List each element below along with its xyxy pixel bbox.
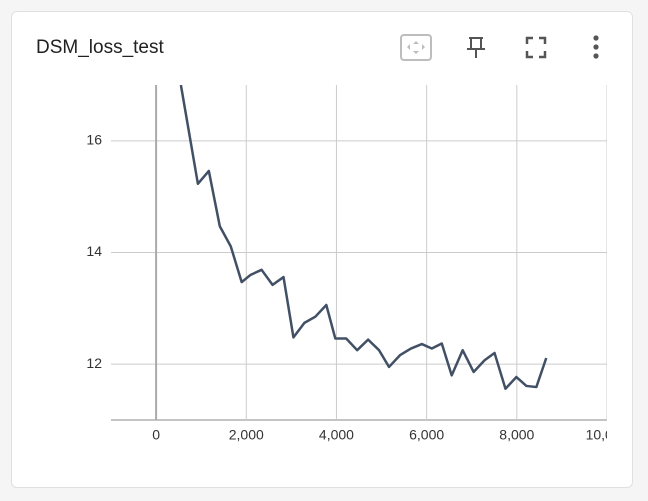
fit-domain-button[interactable] [400, 34, 432, 61]
pin-button[interactable] [467, 37, 485, 58]
series-line [179, 85, 548, 390]
y-tick-label: 14 [86, 243, 102, 259]
x-tick-label: 4,000 [319, 427, 354, 443]
fullscreen-button[interactable] [525, 36, 547, 59]
chart-card [11, 11, 633, 488]
x-tick-label: 8,000 [499, 427, 534, 443]
chart-title: DSM_loss_test [36, 37, 164, 58]
x-tick-label: 6,000 [409, 427, 444, 443]
more-menu-button[interactable] [593, 35, 599, 59]
y-tick-label: 12 [86, 355, 102, 371]
y-tick-label: 16 [86, 132, 102, 148]
x-tick-label: 10,000 [586, 427, 629, 443]
x-tick-label: 2,000 [229, 427, 264, 443]
x-tick-label: 0 [152, 427, 160, 443]
